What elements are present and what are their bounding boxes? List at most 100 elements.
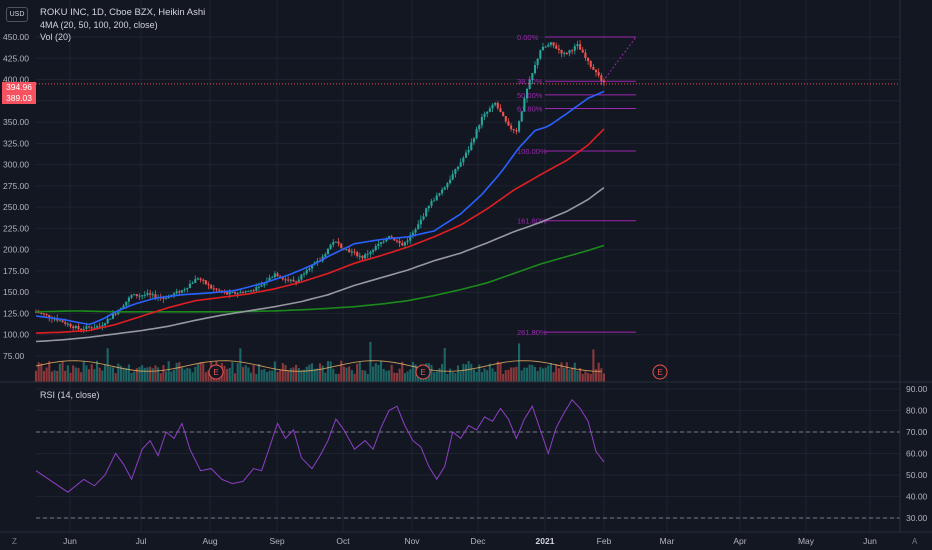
- candle: [326, 248, 330, 255]
- volume-bar: [435, 371, 438, 382]
- candle: [69, 323, 72, 327]
- price-tick-label: 400.00: [3, 75, 29, 85]
- volume-bar: [234, 373, 237, 382]
- currency-badge[interactable]: USD: [6, 7, 28, 22]
- price-tick-label: 150.00: [3, 287, 29, 297]
- volume-bar: [364, 370, 367, 382]
- candle: [494, 102, 497, 105]
- fib-label: 261.80%: [517, 328, 547, 337]
- volume-bar: [350, 369, 353, 382]
- candle: [433, 200, 436, 202]
- candle: [106, 318, 109, 324]
- fib-label: 50.00%: [517, 91, 543, 100]
- candle: [454, 168, 457, 175]
- ma20-line: [35, 90, 605, 326]
- candle: [340, 243, 343, 248]
- volume-bar: [239, 348, 242, 382]
- volume-bar: [191, 372, 194, 382]
- rsi-legend[interactable]: RSI (14, close): [40, 390, 100, 400]
- candle: [297, 279, 300, 283]
- candle: [600, 75, 603, 81]
- earnings-marker-ring: [208, 364, 224, 380]
- volume-bar: [273, 361, 276, 382]
- candle: [435, 195, 438, 201]
- candle: [93, 327, 96, 329]
- candle: [528, 80, 531, 89]
- volume-bar: [249, 372, 253, 382]
- volume-bar: [305, 366, 308, 382]
- candle: [287, 279, 290, 281]
- candle: [563, 52, 566, 54]
- candle: [560, 49, 563, 54]
- volume-bar: [456, 365, 460, 382]
- volume-bar: [188, 368, 191, 382]
- volume-bar: [414, 364, 417, 382]
- volume-bar: [449, 368, 452, 382]
- ma200-line: [35, 244, 605, 313]
- candle: [151, 294, 154, 296]
- volume-bar: [74, 367, 77, 382]
- time-tick-label: May: [798, 536, 815, 546]
- volume-bar: [50, 371, 53, 382]
- price-tick-label: 75.00: [3, 351, 25, 361]
- volume-bar: [85, 365, 88, 382]
- candle: [523, 98, 526, 112]
- volume-bar: [196, 364, 199, 382]
- volume-bar: [488, 363, 491, 382]
- fib-label: 0.00%: [517, 33, 539, 42]
- candle: [101, 325, 104, 327]
- volume-bar: [486, 370, 489, 382]
- candle: [95, 326, 99, 328]
- candle: [40, 312, 43, 314]
- candle: [456, 166, 460, 169]
- candle: [414, 229, 417, 233]
- grid-lines: [36, 0, 900, 532]
- candle: [602, 80, 606, 83]
- volume-bar: [478, 364, 481, 382]
- candle: [207, 284, 210, 286]
- volume-bar: [480, 372, 483, 382]
- volume-bar: [504, 370, 507, 382]
- volume-bar: [279, 369, 282, 382]
- volume-bar: [597, 362, 600, 382]
- volume-bar: [226, 368, 229, 382]
- candle: [417, 224, 420, 230]
- candle: [218, 289, 221, 291]
- candle: [441, 189, 444, 194]
- candle: [451, 174, 454, 180]
- volume-bar: [470, 363, 473, 382]
- candle: [48, 315, 51, 318]
- volume-bar: [133, 371, 136, 382]
- candle: [486, 111, 489, 114]
- rsi-tick-label: 80.00: [906, 406, 928, 416]
- candle: [90, 327, 93, 329]
- time-tick-label: Jun: [63, 536, 77, 546]
- candle: [292, 279, 295, 282]
- candle: [425, 208, 428, 217]
- candle: [175, 291, 178, 294]
- time-tick-label: Aug: [202, 536, 217, 546]
- volume-bar: [557, 368, 560, 382]
- volume-bar: [520, 370, 523, 382]
- candle: [525, 88, 529, 99]
- volume-bar: [255, 373, 258, 382]
- candle: [130, 295, 133, 298]
- candle: [308, 268, 311, 270]
- candle: [512, 129, 515, 131]
- candle: [337, 241, 340, 244]
- volume-legend[interactable]: Vol (20): [40, 32, 72, 42]
- candle: [348, 249, 351, 253]
- candle: [271, 277, 274, 279]
- candle: [406, 240, 409, 243]
- candle: [300, 274, 303, 280]
- candle: [154, 294, 157, 298]
- volume-bar: [494, 371, 497, 382]
- volume-bar: [395, 372, 399, 382]
- ma-legend[interactable]: 4MA (20, 50, 100, 200, close): [40, 20, 158, 30]
- fibonacci-retracement[interactable]: 0.00%38.20%50.00%61.80%100.00%161.80%261…: [517, 33, 637, 337]
- candle: [334, 241, 337, 243]
- candle: [281, 277, 284, 280]
- volume-bar: [563, 367, 566, 382]
